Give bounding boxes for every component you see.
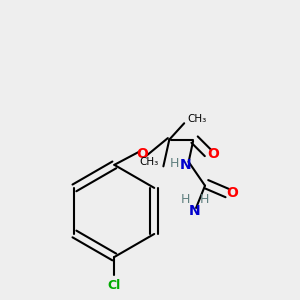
Text: Cl: Cl (108, 279, 121, 292)
Text: O: O (136, 148, 148, 161)
Text: O: O (227, 186, 239, 200)
Text: H: H (170, 157, 179, 170)
Text: H: H (180, 193, 190, 206)
Text: O: O (207, 148, 219, 161)
Text: N: N (180, 158, 191, 172)
Text: CH₃: CH₃ (187, 114, 206, 124)
Text: CH₃: CH₃ (140, 157, 159, 167)
Text: N: N (189, 204, 200, 218)
Text: H: H (200, 193, 209, 206)
